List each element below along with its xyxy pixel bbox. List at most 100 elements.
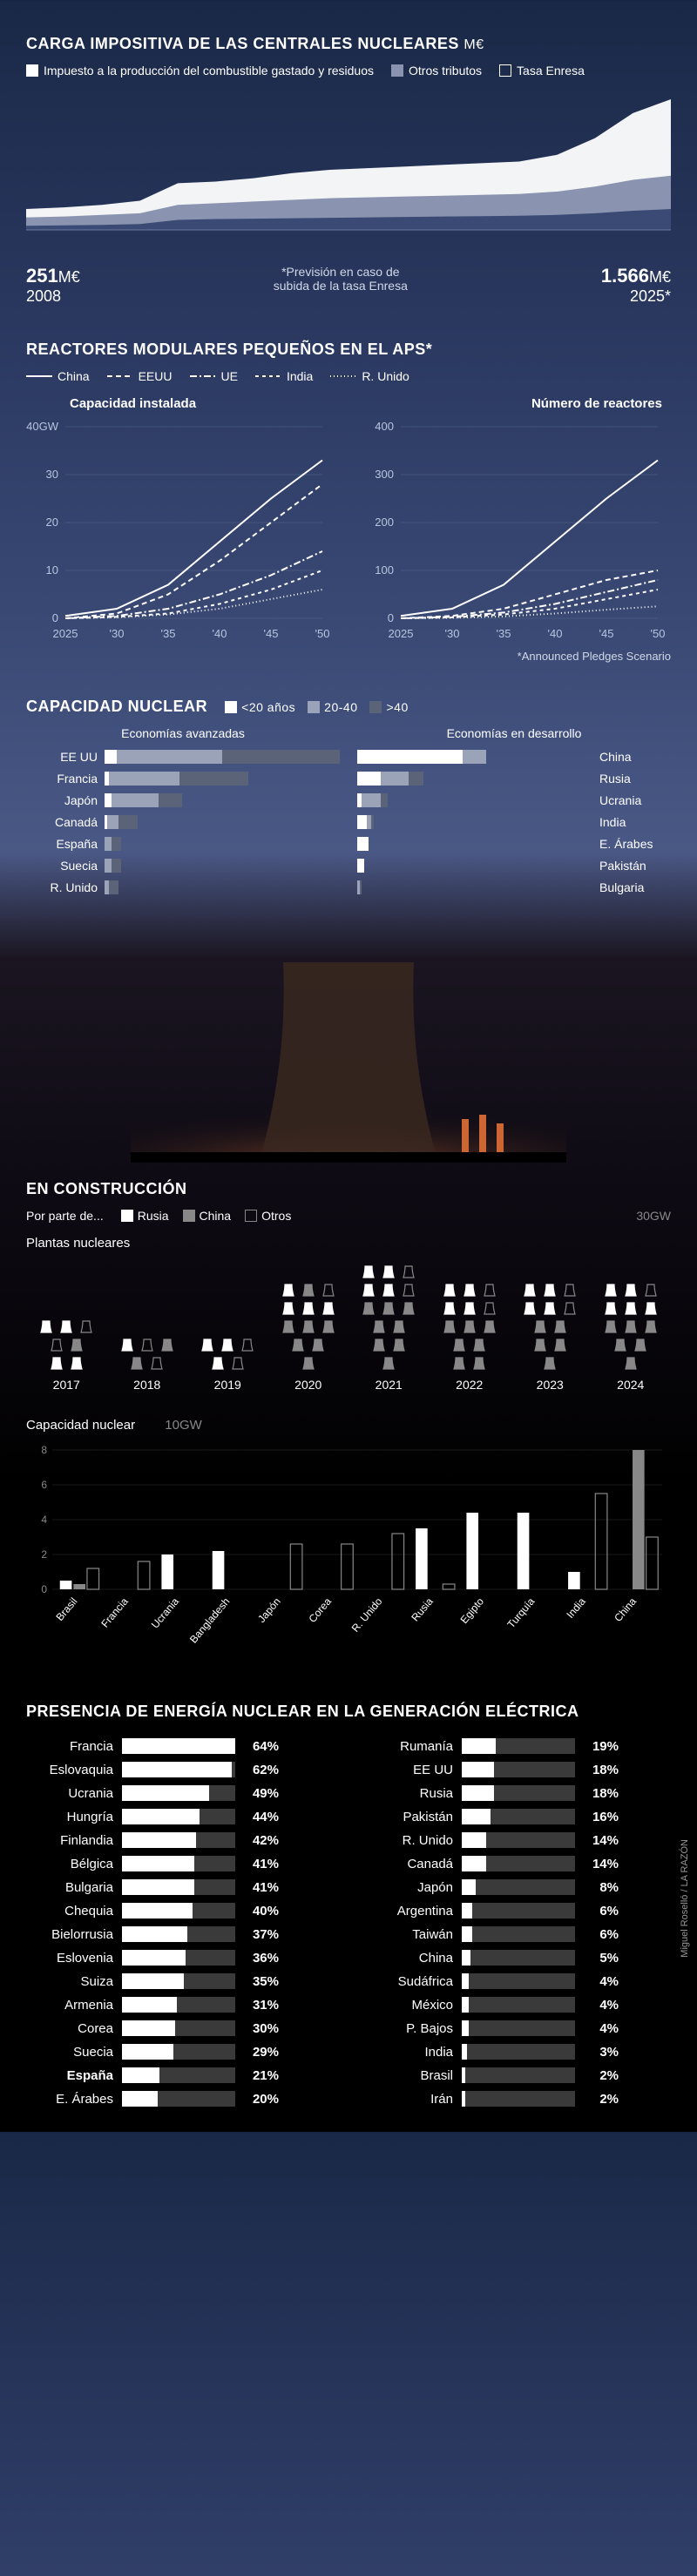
plant-year-col: [112, 1264, 182, 1371]
plant-icon: [622, 1282, 639, 1298]
presence-row: Chequia40%: [26, 1903, 331, 1919]
year-label: 2017: [53, 1378, 80, 1392]
presence-row: México4%: [366, 1997, 671, 2013]
svg-text:2025: 2025: [389, 627, 414, 640]
plant-icon: [118, 1337, 136, 1352]
plant-icon: [441, 1282, 458, 1298]
year-label: 2019: [214, 1378, 241, 1392]
presence-row: Taiwán6%: [366, 1926, 671, 1942]
plant-icon: [300, 1318, 317, 1334]
plant-icon: [370, 1318, 388, 1334]
plant-year-col: [515, 1264, 585, 1371]
cap-right-sub: Economías en desarrollo: [357, 726, 671, 740]
presence-row: Irán2%: [366, 2091, 671, 2107]
plant-icon: [602, 1282, 619, 1298]
capacity-bar-row: EE UU: [26, 749, 340, 765]
plant-icon: [380, 1355, 397, 1371]
plant-icon: [360, 1264, 377, 1279]
plant-year-col: [596, 1264, 666, 1371]
presence-row: China5%: [366, 1950, 671, 1966]
legend-item: Otros tributos: [391, 64, 482, 78]
presence-row: Suecia29%: [26, 2044, 331, 2060]
svg-text:300: 300: [375, 468, 394, 481]
plant-icon: [481, 1282, 498, 1298]
svg-text:'35: '35: [497, 627, 511, 640]
plant-icon: [470, 1355, 488, 1371]
cooling-tower-icon: [131, 919, 566, 1163]
presence-row: EE UU18%: [366, 1762, 671, 1777]
cap-left-sub: Economías avanzadas: [26, 726, 340, 740]
plant-icon: [400, 1264, 417, 1279]
plant-icon: [239, 1337, 256, 1352]
capcountry-chart: 02468BrasilFranciaUcraniaBangladeshJapón…: [26, 1441, 671, 1650]
plant-icon: [320, 1282, 337, 1298]
svg-text:0: 0: [41, 1583, 47, 1595]
plant-icon: [280, 1300, 297, 1316]
legend-item: Impuesto a la producción del combustible…: [26, 64, 374, 78]
capacity-right: Economías en desarrollo ChinaRusiaUcrani…: [357, 726, 671, 901]
plant-icon: [642, 1282, 660, 1298]
plant-icon: [360, 1282, 377, 1298]
presence-row: Ucrania49%: [26, 1785, 331, 1801]
capcountry-section: Capacidad nuclear 10GW 02468BrasilFranci…: [26, 1418, 671, 1650]
plant-icon: [159, 1337, 176, 1352]
carga-footnote: *Previsión en caso desubida de la tasa E…: [80, 265, 601, 293]
plant-icon: [68, 1355, 85, 1371]
plant-icon: [300, 1300, 317, 1316]
plant-icon: [37, 1318, 55, 1334]
presence-row: Eslovaquia62%: [26, 1762, 331, 1777]
svg-text:Egipto: Egipto: [458, 1595, 487, 1626]
svg-text:R. Unido: R. Unido: [349, 1595, 385, 1635]
carga-title: CARGA IMPOSITIVA DE LAS CENTRALES NUCLEA…: [26, 35, 671, 53]
plant-icon: [561, 1282, 579, 1298]
smr-title: REACTORES MODULARES PEQUEÑOS EN EL APS*: [26, 341, 671, 359]
plant-icon: [461, 1282, 478, 1298]
plant-icon: [450, 1355, 468, 1371]
plant-year-col: [193, 1264, 262, 1371]
svg-text:0: 0: [52, 611, 58, 624]
presence-row: Eslovenia36%: [26, 1950, 331, 1966]
plants-label: Plantas nucleares: [26, 1236, 671, 1251]
plant-year-col: [31, 1264, 101, 1371]
svg-text:2: 2: [41, 1548, 47, 1561]
plant-icon: [209, 1355, 227, 1371]
plant-icon: [360, 1300, 377, 1316]
plant-year-col: [354, 1264, 423, 1371]
svg-text:India: India: [564, 1595, 588, 1621]
construction-section: EN CONSTRUCCIÓN Por parte de... RusiaChi…: [26, 1180, 671, 1392]
smr-left-panel: Capacidad instalada 010203040GW2025'30'3…: [26, 396, 335, 644]
svg-text:6: 6: [41, 1479, 47, 1491]
presence-row: España21%: [26, 2067, 331, 2083]
capacity-bar-row: E. Árabes: [357, 836, 671, 852]
plant-icon: [400, 1300, 417, 1316]
plant-icon: [541, 1282, 558, 1298]
svg-text:'30: '30: [445, 627, 460, 640]
smr-right-subtitle: Número de reactores: [362, 396, 662, 411]
plant-icon: [48, 1337, 65, 1352]
plant-icon: [380, 1264, 397, 1279]
presence-row: Sudáfrica4%: [366, 1973, 671, 1989]
capacity-bar-row: Bulgaria: [357, 880, 671, 895]
plant-icon: [521, 1300, 538, 1316]
presence-row: Bielorrusia37%: [26, 1926, 331, 1942]
plant-icon: [48, 1355, 65, 1371]
svg-text:'50: '50: [315, 627, 330, 640]
presence-row: P. Bajos4%: [366, 2020, 671, 2036]
plant-icon: [602, 1318, 619, 1334]
plant-icon: [441, 1300, 458, 1316]
svg-text:200: 200: [375, 516, 394, 529]
plant-icon: [370, 1337, 388, 1352]
legend-item: UE: [190, 369, 238, 383]
plant-icon: [390, 1337, 408, 1352]
plant-icon: [552, 1318, 569, 1334]
presence-row: Finlandia42%: [26, 1832, 331, 1848]
presence-row: Corea30%: [26, 2020, 331, 2036]
svg-text:China: China: [612, 1595, 639, 1624]
plant-icon: [390, 1318, 408, 1334]
plant-icon: [531, 1318, 549, 1334]
plant-icon: [622, 1355, 639, 1371]
presence-row: Armenia31%: [26, 1997, 331, 2013]
plant-icon: [148, 1355, 166, 1371]
svg-text:400: 400: [375, 420, 394, 433]
presence-row: Brasil2%: [366, 2067, 671, 2083]
